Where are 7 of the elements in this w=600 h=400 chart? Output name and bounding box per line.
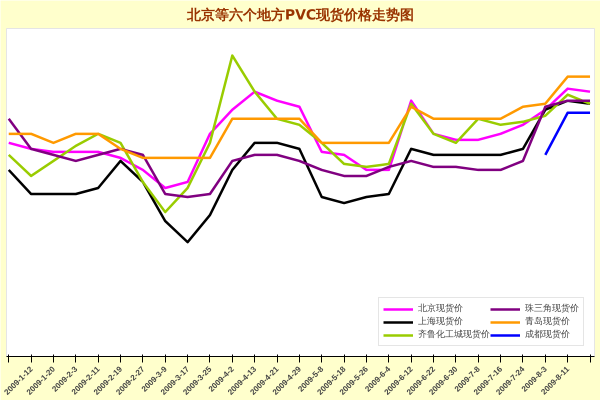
legend-label: 青岛现货价 <box>525 315 570 328</box>
legend-label: 北京现货价 <box>418 302 463 315</box>
chart-title: 北京等六个地方PVC现货价格走势图 <box>186 6 414 24</box>
legend-label: 成都现货价 <box>525 328 570 341</box>
legend-label: 珠三角现货价 <box>525 302 579 315</box>
legend-label: 齐鲁化工城现货价 <box>418 328 490 341</box>
legend-label: 上海现货价 <box>418 315 463 328</box>
